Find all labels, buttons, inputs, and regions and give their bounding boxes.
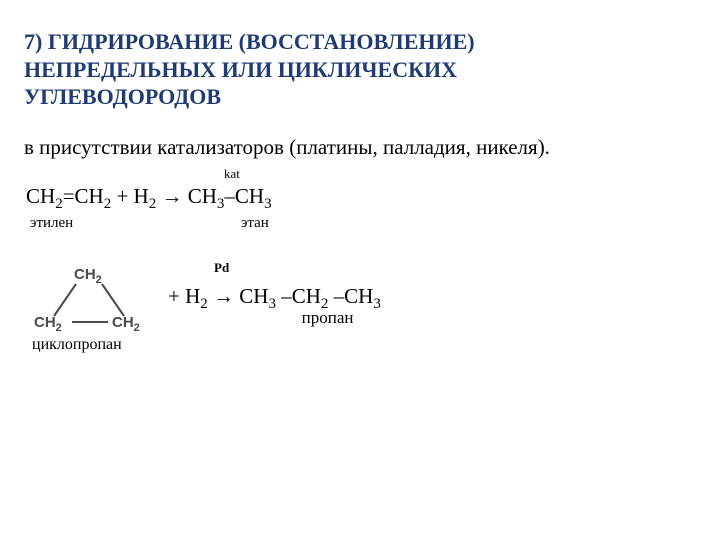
subscript: 2: [134, 322, 140, 334]
reactant-ch2-a: CH: [26, 184, 55, 208]
label-ethane: этан: [241, 215, 269, 232]
double-bond: =: [63, 184, 75, 208]
ch-text: CH: [34, 314, 56, 331]
subscript: 2: [55, 196, 63, 212]
label-ethylene: этилен: [30, 215, 73, 232]
product-ch3-a: CH: [188, 184, 217, 208]
single-bond: –: [328, 284, 344, 308]
cyclopropane-structure: CH2 CH2 CH2: [30, 272, 150, 332]
subscript: 3: [373, 296, 381, 312]
title-line-1: 7) ГИДРИРОВАНИЕ (ВОССТАНОВЛЕНИЕ): [24, 29, 475, 54]
reaction-arrow: →: [156, 184, 188, 208]
ch-text: CH: [112, 314, 134, 331]
title-line-3: УГЛЕВОДОРОДОВ: [24, 84, 221, 109]
cyclo-ch2-bottom-right: CH2: [112, 314, 140, 334]
ch-text: CH: [74, 266, 96, 283]
product-ch3-b: CH: [344, 284, 373, 308]
subscript: 2: [200, 296, 208, 312]
product-ch3-a: CH: [239, 284, 268, 308]
subscript: 3: [268, 296, 276, 312]
slide-title: 7) ГИДРИРОВАНИЕ (ВОССТАНОВЛЕНИЕ) НЕПРЕДЕ…: [24, 28, 696, 111]
plus-h2: + H: [168, 284, 200, 308]
catalyst-subtitle: в присутствии катализаторов (платины, па…: [24, 135, 696, 160]
plus-h2: + H: [111, 184, 149, 208]
cyclo-ch2-bottom-left: CH2: [34, 314, 62, 334]
cyclo-ch2-top: CH2: [74, 266, 102, 286]
subscript: 2: [96, 274, 102, 286]
equation-cyclopropane-row: CH2 CH2 CH2 + H2 → CH3 –CH2 –CH3: [24, 278, 696, 332]
reactant-ch2-b: CH: [75, 184, 104, 208]
equation1-labels: этилен этан: [24, 215, 696, 232]
catalyst-label-1: kat: [224, 166, 696, 182]
equation2-labels: циклопропан пропан: [24, 336, 696, 356]
single-bond: –: [224, 184, 235, 208]
product-ch3-b: CH: [235, 184, 264, 208]
catalyst-label-2: Pd: [214, 260, 696, 276]
equation-ethylene-hydrogenation: CH2=CH2 + H2 → CH3–CH3: [26, 184, 696, 213]
subscript: 2: [56, 322, 62, 334]
label-cyclopropane: циклопропан: [32, 336, 122, 354]
reaction-arrow: →: [208, 284, 240, 308]
title-line-2: НЕПРЕДЕЛЬНЫХ ИЛИ ЦИКЛИЧЕСКИХ: [24, 57, 457, 82]
label-propane: пропан: [302, 308, 354, 328]
product-ch2: CH: [292, 284, 321, 308]
single-bond: –: [276, 284, 292, 308]
subscript: 3: [264, 196, 272, 212]
